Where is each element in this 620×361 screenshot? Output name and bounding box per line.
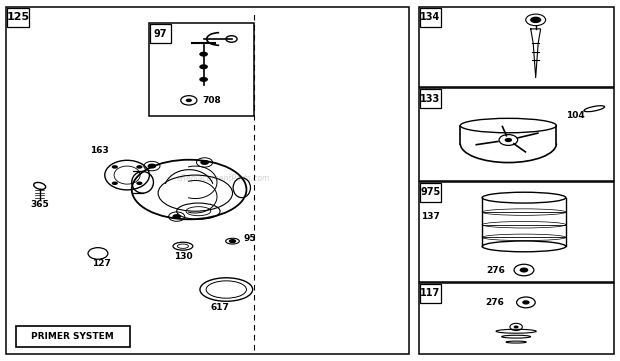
Circle shape <box>199 77 208 82</box>
Bar <box>149 23 254 116</box>
Text: 276: 276 <box>487 266 505 275</box>
Bar <box>418 7 614 87</box>
Circle shape <box>136 182 143 185</box>
Circle shape <box>229 239 236 243</box>
Text: 708: 708 <box>203 96 221 105</box>
Bar <box>420 8 441 27</box>
Text: 104: 104 <box>566 112 585 121</box>
Bar <box>16 326 130 347</box>
Bar <box>420 183 441 202</box>
Circle shape <box>186 99 192 102</box>
Circle shape <box>522 300 529 305</box>
Text: PRIMER SYSTEM: PRIMER SYSTEM <box>32 332 114 341</box>
Circle shape <box>520 268 528 273</box>
Text: 975: 975 <box>420 187 440 197</box>
Circle shape <box>505 138 512 142</box>
Bar <box>418 88 614 180</box>
Bar <box>418 182 614 282</box>
Text: 95: 95 <box>244 234 256 243</box>
Text: eReplacementParts.com: eReplacementParts.com <box>177 174 270 183</box>
Circle shape <box>199 64 208 69</box>
Bar <box>418 283 614 354</box>
Text: 127: 127 <box>92 259 110 268</box>
Circle shape <box>136 165 143 169</box>
Circle shape <box>172 214 181 219</box>
Text: 133: 133 <box>420 93 440 104</box>
Text: 97: 97 <box>154 29 167 39</box>
Bar <box>6 7 409 354</box>
Circle shape <box>148 164 156 169</box>
Circle shape <box>200 160 209 165</box>
Text: 125: 125 <box>6 12 30 22</box>
Bar <box>150 24 171 43</box>
Text: 117: 117 <box>420 288 440 299</box>
Text: 365: 365 <box>30 200 49 209</box>
Text: 137: 137 <box>422 212 440 221</box>
Bar <box>420 89 441 108</box>
Text: 130: 130 <box>174 252 192 261</box>
Bar <box>420 284 441 303</box>
Text: 134: 134 <box>420 12 440 22</box>
Text: 163: 163 <box>90 146 108 155</box>
Bar <box>7 8 29 27</box>
Circle shape <box>530 17 541 23</box>
Text: 276: 276 <box>485 298 504 307</box>
Circle shape <box>112 165 118 169</box>
Circle shape <box>199 52 208 57</box>
Text: 617: 617 <box>211 303 229 312</box>
Circle shape <box>112 182 118 185</box>
Circle shape <box>513 326 518 329</box>
